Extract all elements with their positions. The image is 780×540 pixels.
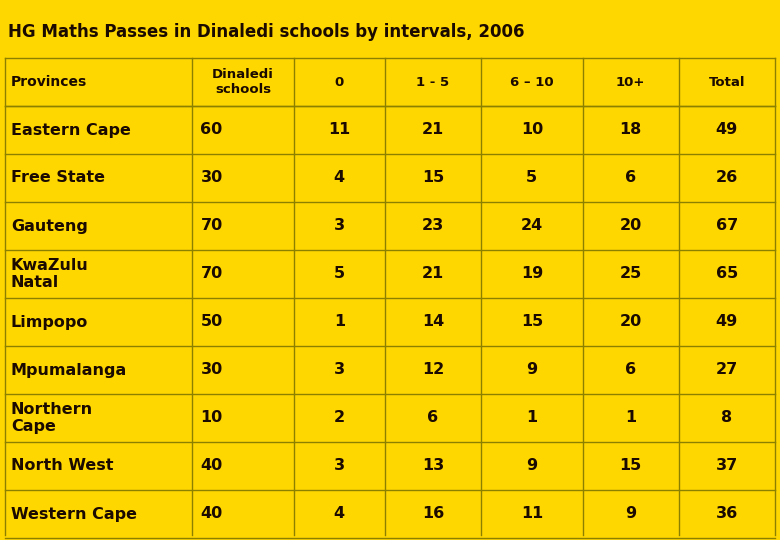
Text: 40: 40 xyxy=(200,458,222,474)
Text: 15: 15 xyxy=(521,314,543,329)
Text: 26: 26 xyxy=(716,171,738,186)
Text: 1: 1 xyxy=(625,410,636,426)
Text: 1: 1 xyxy=(526,410,537,426)
Text: 15: 15 xyxy=(422,171,444,186)
Text: 21: 21 xyxy=(422,267,444,281)
Text: 3: 3 xyxy=(334,458,345,474)
Text: Dinaledi
schools: Dinaledi schools xyxy=(212,68,274,96)
Text: 10: 10 xyxy=(200,410,222,426)
Text: 3: 3 xyxy=(334,219,345,233)
Text: Provinces: Provinces xyxy=(11,75,87,89)
Text: Mpumalanga: Mpumalanga xyxy=(11,362,127,377)
Text: 11: 11 xyxy=(328,123,350,138)
Text: 9: 9 xyxy=(526,458,537,474)
Text: Eastern Cape: Eastern Cape xyxy=(11,123,131,138)
Text: North West: North West xyxy=(11,458,114,474)
Text: KwaZulu
Natal: KwaZulu Natal xyxy=(11,258,89,290)
Text: Free State: Free State xyxy=(11,171,105,186)
Text: 18: 18 xyxy=(619,123,642,138)
Text: Western Cape: Western Cape xyxy=(11,507,137,522)
Text: 3: 3 xyxy=(334,362,345,377)
Text: 10+: 10+ xyxy=(616,76,645,89)
Text: 10: 10 xyxy=(521,123,543,138)
Text: 49: 49 xyxy=(716,314,738,329)
Text: 14: 14 xyxy=(422,314,444,329)
Text: 40: 40 xyxy=(200,507,222,522)
Text: 1 - 5: 1 - 5 xyxy=(417,76,449,89)
Text: 20: 20 xyxy=(619,314,642,329)
Text: 13: 13 xyxy=(422,458,444,474)
Text: 6 – 10: 6 – 10 xyxy=(510,76,554,89)
Text: 23: 23 xyxy=(422,219,444,233)
Text: 24: 24 xyxy=(521,219,543,233)
Text: 19: 19 xyxy=(521,267,543,281)
Text: Northern
Cape: Northern Cape xyxy=(11,402,93,434)
Text: 30: 30 xyxy=(200,362,222,377)
Text: 4: 4 xyxy=(334,171,345,186)
Text: 9: 9 xyxy=(625,507,636,522)
Text: 27: 27 xyxy=(716,362,738,377)
Text: Total: Total xyxy=(708,76,745,89)
Text: 70: 70 xyxy=(200,267,222,281)
Text: 11: 11 xyxy=(521,507,543,522)
Text: 67: 67 xyxy=(716,219,738,233)
Text: 25: 25 xyxy=(619,267,642,281)
Text: 50: 50 xyxy=(200,314,222,329)
Text: 21: 21 xyxy=(422,123,444,138)
Text: 1: 1 xyxy=(334,314,345,329)
Text: 36: 36 xyxy=(716,507,738,522)
Text: 15: 15 xyxy=(619,458,642,474)
Text: 6: 6 xyxy=(625,171,636,186)
Text: 5: 5 xyxy=(526,171,537,186)
Text: 37: 37 xyxy=(716,458,738,474)
Text: 9: 9 xyxy=(526,362,537,377)
Text: 65: 65 xyxy=(716,267,738,281)
Text: 16: 16 xyxy=(422,507,444,522)
Text: Limpopo: Limpopo xyxy=(11,314,88,329)
Text: 4: 4 xyxy=(334,507,345,522)
Text: 8: 8 xyxy=(722,410,732,426)
Text: 2: 2 xyxy=(334,410,345,426)
Text: 0: 0 xyxy=(335,76,344,89)
Text: 6: 6 xyxy=(427,410,438,426)
Text: 5: 5 xyxy=(334,267,345,281)
Text: 49: 49 xyxy=(716,123,738,138)
Text: 60: 60 xyxy=(200,123,222,138)
Text: 6: 6 xyxy=(625,362,636,377)
Text: 30: 30 xyxy=(200,171,222,186)
Text: 20: 20 xyxy=(619,219,642,233)
Text: 12: 12 xyxy=(422,362,444,377)
Text: 70: 70 xyxy=(200,219,222,233)
Text: Gauteng: Gauteng xyxy=(11,219,88,233)
Text: HG Maths Passes in Dinaledi schools by intervals, 2006: HG Maths Passes in Dinaledi schools by i… xyxy=(8,23,524,41)
